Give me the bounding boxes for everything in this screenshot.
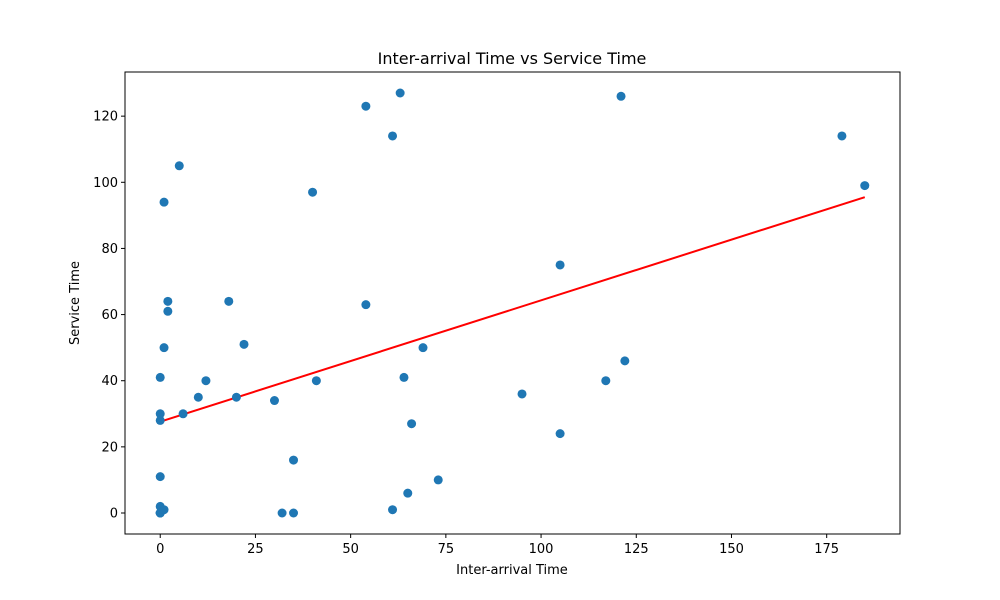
data-point xyxy=(224,296,234,306)
data-point xyxy=(159,197,169,207)
data-point xyxy=(269,396,279,406)
data-point xyxy=(616,91,626,101)
data-point xyxy=(201,376,211,386)
data-point xyxy=(155,372,165,382)
x-axis-label: Inter-arrival Time xyxy=(456,563,568,578)
data-point xyxy=(837,131,847,141)
y-tick-label: 40 xyxy=(101,374,118,389)
y-tick-label: 0 xyxy=(110,507,118,522)
data-point xyxy=(555,429,565,439)
y-axis-label: Service Time xyxy=(68,261,83,345)
data-point xyxy=(860,181,870,191)
data-point xyxy=(163,306,173,316)
data-point xyxy=(407,419,417,429)
y-axis-ticks: 0 20 40 60 80 100 120 xyxy=(93,110,125,522)
data-point xyxy=(155,415,165,425)
data-point xyxy=(620,356,630,366)
x-axis-ticks: 0 25 50 75 100 125 150 175 xyxy=(156,534,839,557)
data-point xyxy=(193,392,203,402)
data-point xyxy=(163,296,173,306)
data-point xyxy=(159,343,169,353)
data-point xyxy=(311,376,321,386)
data-point xyxy=(418,343,428,353)
data-point xyxy=(361,300,371,310)
y-tick-label: 80 xyxy=(101,242,118,257)
trendline xyxy=(159,196,866,423)
data-point xyxy=(174,161,184,171)
data-point xyxy=(433,475,443,485)
data-point xyxy=(155,472,165,482)
x-tick-label: 100 xyxy=(529,542,554,557)
x-tick-label: 75 xyxy=(438,542,455,557)
data-point xyxy=(239,339,249,349)
data-point xyxy=(289,455,299,465)
data-point xyxy=(555,260,565,270)
x-tick-label: 25 xyxy=(247,542,264,557)
data-point xyxy=(517,389,527,399)
data-point xyxy=(388,505,398,515)
plot-area xyxy=(124,71,901,535)
data-point xyxy=(159,505,169,515)
data-point xyxy=(361,101,371,111)
data-point xyxy=(178,409,188,419)
data-point xyxy=(289,508,299,518)
x-tick-label: 0 xyxy=(156,542,164,557)
y-tick-label: 20 xyxy=(101,440,118,455)
data-point xyxy=(403,488,413,498)
x-tick-label: 50 xyxy=(342,542,359,557)
x-tick-label: 150 xyxy=(719,542,744,557)
x-tick-label: 175 xyxy=(814,542,839,557)
data-point xyxy=(277,508,287,518)
data-point xyxy=(601,376,611,386)
y-tick-label: 60 xyxy=(101,308,118,323)
trendline-layer xyxy=(159,196,866,423)
x-tick-label: 125 xyxy=(624,542,649,557)
data-point xyxy=(399,372,409,382)
data-point xyxy=(308,187,318,197)
data-point xyxy=(395,88,405,98)
chart-title: Inter-arrival Time vs Service Time xyxy=(378,49,647,68)
data-point xyxy=(388,131,398,141)
data-points xyxy=(155,88,870,518)
data-point xyxy=(155,409,165,419)
y-tick-label: 100 xyxy=(93,176,118,191)
y-tick-label: 120 xyxy=(93,110,118,125)
data-point xyxy=(231,392,241,402)
